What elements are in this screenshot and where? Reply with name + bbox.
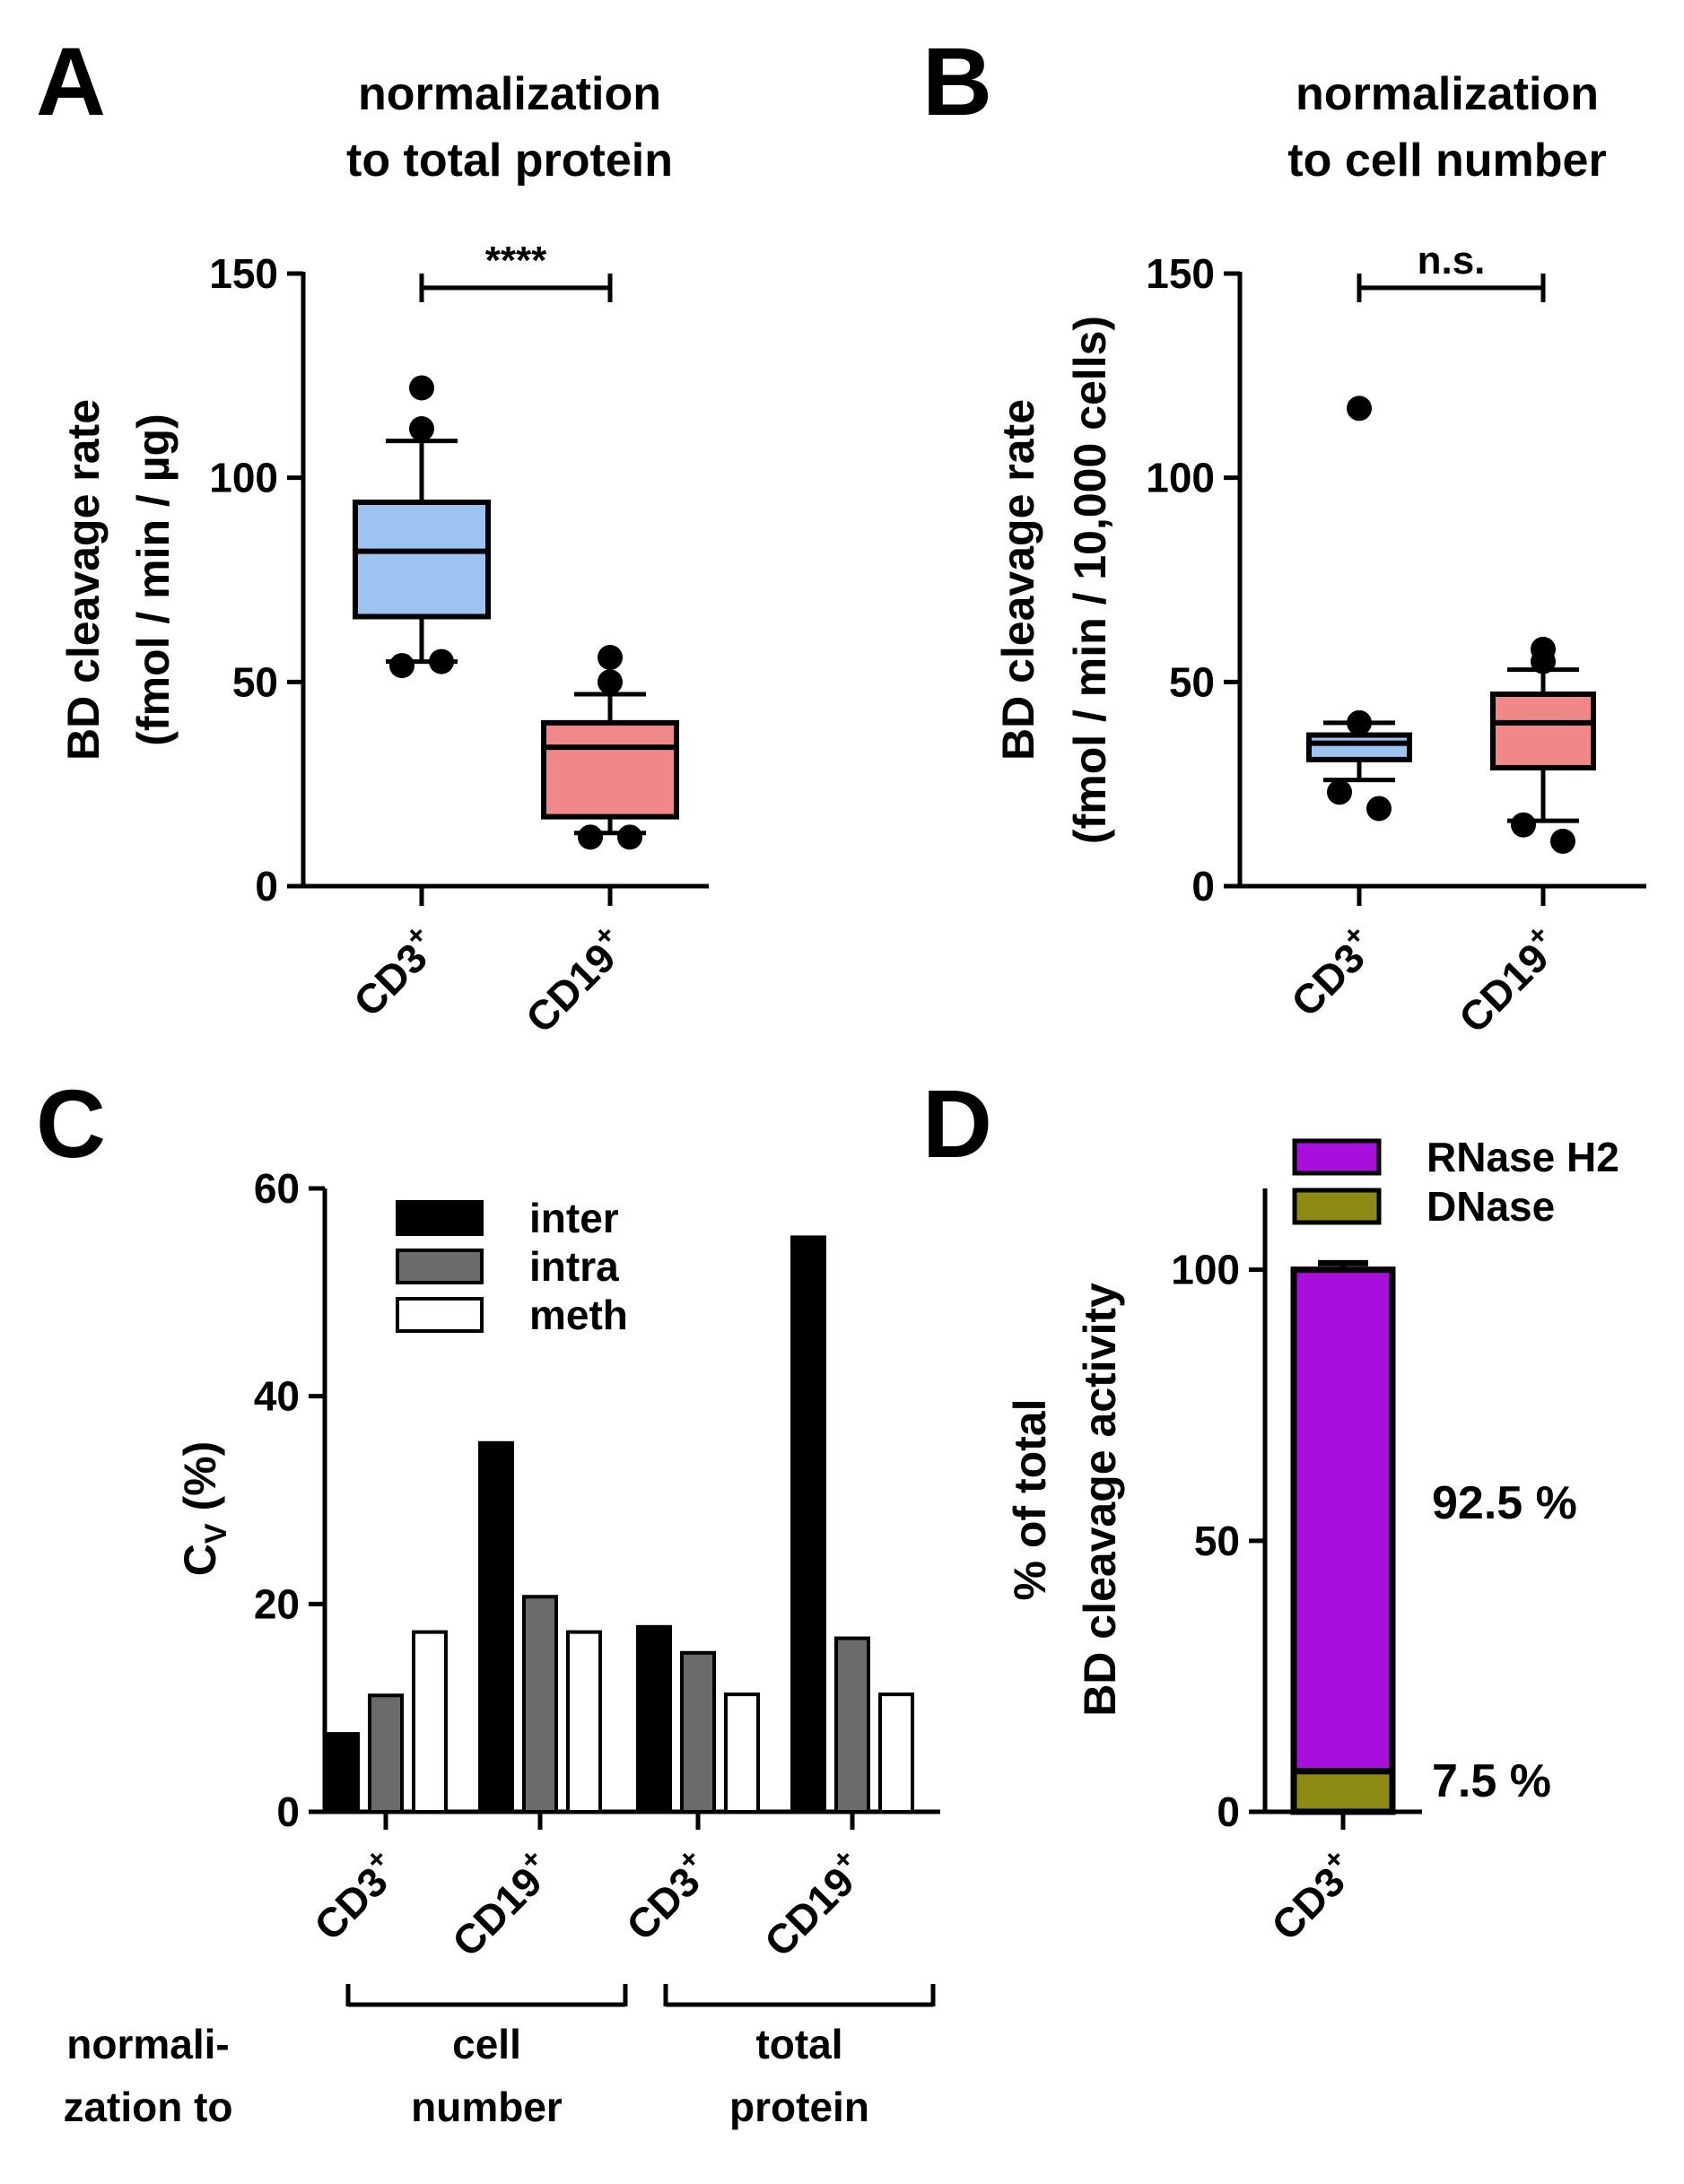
legend-swatch	[1292, 1188, 1382, 1225]
y-axis-label: (fmol / min / µg)	[128, 413, 179, 745]
y-tick-label: 0	[276, 1788, 300, 1835]
x-tick-label: CD3+	[340, 918, 448, 1025]
panel-title: to cell number	[1287, 135, 1606, 187]
group-label: number	[411, 2084, 563, 2130]
outlier-point	[598, 669, 623, 695]
x-tick-label: CD19+	[512, 918, 636, 1041]
y-axis-label: BD cleavage rate	[993, 399, 1043, 761]
bar-intra	[522, 1595, 558, 1814]
y-tick-label: 150	[1146, 250, 1215, 297]
box-cd3	[353, 499, 491, 620]
x-tick-label: CD19+	[751, 1841, 875, 1965]
y-tick-label: 60	[254, 1165, 300, 1212]
box-cd19	[1490, 691, 1596, 770]
panel-letter-b: B	[922, 27, 992, 135]
y-axis-label: CV (%)	[175, 1441, 233, 1576]
outlier-point	[389, 653, 414, 679]
y-tick-label: 150	[209, 250, 278, 297]
legend-label: meth	[529, 1292, 628, 1338]
x-tick-label: CD3+	[1278, 918, 1385, 1025]
x-tick-label: CD19+	[1445, 918, 1569, 1041]
box-cd19	[541, 719, 679, 820]
y-tick-label: 50	[1194, 1518, 1240, 1564]
bar-rnase-h2	[1290, 1266, 1396, 1775]
outlier-point	[1531, 648, 1556, 674]
bar-dnase	[1290, 1768, 1396, 1815]
x-tick-label: CD3+	[1258, 1841, 1366, 1949]
panel-title: normalization	[1296, 68, 1599, 120]
legend-swatch	[396, 1200, 484, 1236]
x-tick-label: CD3+	[301, 1841, 408, 1949]
panel-title: normalization	[358, 68, 661, 120]
outlier-point	[578, 824, 603, 850]
outlier-point	[429, 648, 454, 674]
y-tick-label: 50	[1169, 658, 1215, 705]
y-tick-label: 40	[254, 1373, 300, 1420]
bar-intra	[368, 1693, 404, 1814]
bar-meth	[412, 1630, 448, 1814]
bar-inter	[636, 1624, 672, 1814]
y-axis-label: BD cleavage rate	[58, 399, 109, 761]
legend-swatch	[396, 1249, 484, 1284]
row-label: normali-	[66, 2021, 229, 2067]
y-tick-label: 100	[1171, 1247, 1240, 1293]
panel-title: to total protein	[346, 135, 673, 187]
outlier-point	[409, 375, 434, 401]
bar-inter	[790, 1235, 826, 1814]
outlier-point	[1327, 779, 1352, 805]
outlier-point	[1511, 812, 1536, 838]
group-label: protein	[729, 2084, 869, 2130]
outlier-point	[598, 645, 623, 671]
panel-letter-d: D	[922, 1069, 992, 1178]
segment-label: 7.5 %	[1432, 1755, 1551, 1807]
legend-label: RNase H2	[1427, 1134, 1619, 1180]
group-label: total	[755, 2021, 842, 2067]
significance-label: ****	[485, 239, 547, 283]
x-tick-label: CD3+	[613, 1841, 720, 1949]
legend-label: DNase	[1427, 1183, 1555, 1230]
panel-letter-c: C	[36, 1069, 106, 1178]
y-tick-label: 20	[254, 1580, 300, 1627]
bar-intra	[834, 1636, 870, 1814]
panel-letter-a: A	[36, 27, 106, 135]
legend-swatch	[396, 1297, 484, 1333]
legend-label: intra	[529, 1243, 619, 1290]
bar-meth	[566, 1630, 602, 1814]
bar-meth	[878, 1692, 914, 1814]
outlier-point	[409, 416, 434, 442]
y-axis-label: (fmol / min / 10,000 cells)	[1065, 316, 1115, 844]
bar-meth	[724, 1692, 760, 1814]
bar-inter	[478, 1440, 514, 1814]
bar-inter	[324, 1732, 360, 1814]
outlier-point	[1347, 396, 1372, 422]
outlier-point	[1366, 796, 1392, 822]
legend-label: inter	[529, 1195, 619, 1241]
y-tick-label: 100	[209, 455, 278, 501]
bar-intra	[680, 1650, 716, 1814]
outlier-point	[617, 824, 642, 850]
y-axis-label: BD cleavage activity	[1075, 1283, 1125, 1717]
outlier-point	[1347, 709, 1372, 735]
y-tick-label: 50	[232, 658, 278, 705]
legend-swatch	[1292, 1138, 1382, 1176]
y-tick-label: 100	[1146, 455, 1215, 501]
box-cd3	[1306, 732, 1412, 762]
significance-label: n.s.	[1418, 239, 1486, 283]
y-tick-label: 0	[1191, 863, 1215, 909]
y-tick-label: 0	[255, 863, 278, 909]
row-label: zation to	[63, 2084, 232, 2130]
y-axis-label: % of total	[1005, 1399, 1055, 1601]
y-tick-label: 0	[1217, 1788, 1240, 1835]
outlier-point	[1550, 828, 1575, 854]
group-label: cell	[452, 2021, 521, 2067]
segment-label: 92.5 %	[1432, 1477, 1577, 1529]
x-tick-label: CD19+	[439, 1841, 563, 1965]
